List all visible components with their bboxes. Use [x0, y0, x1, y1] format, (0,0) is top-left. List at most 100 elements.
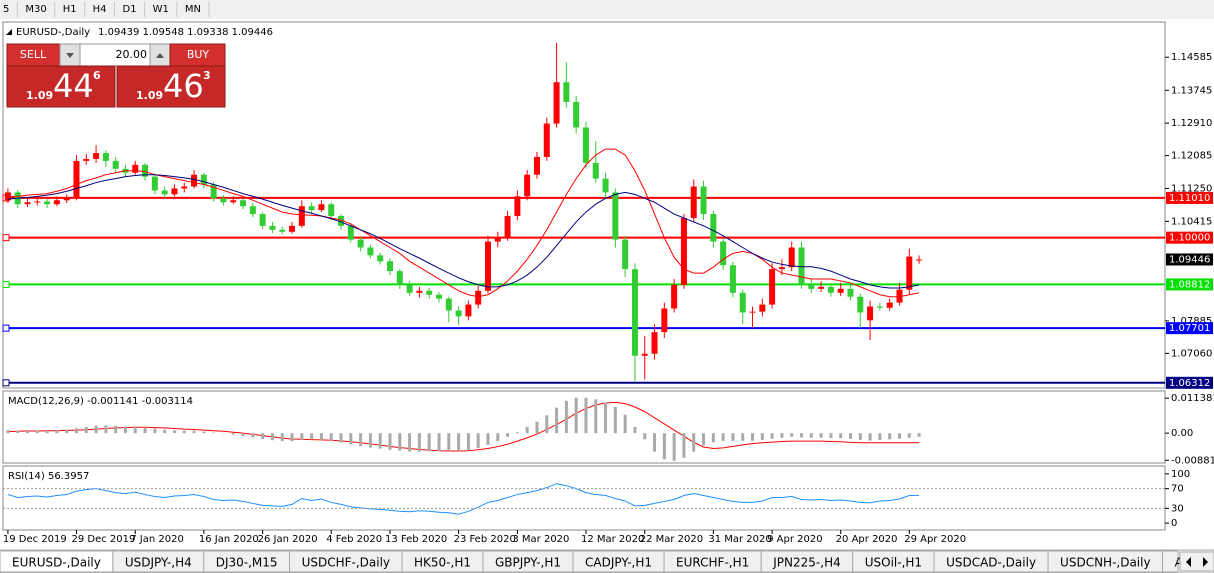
candle-body	[876, 306, 883, 308]
x-tick-label: 23 Feb 2020	[454, 534, 516, 545]
timeframe-button[interactable]: 5	[3, 4, 9, 15]
chart-title: EURUSD-,Daily	[16, 27, 90, 38]
candle-body	[112, 160, 119, 169]
timeframe-button[interactable]: H4	[93, 4, 107, 15]
candle-body	[308, 206, 315, 211]
macd-bar	[466, 433, 470, 451]
level-label: 1.08812	[1169, 279, 1210, 290]
tab-label[interactable]: USDJPY-,H4	[125, 556, 192, 570]
macd-bar	[329, 433, 333, 442]
y-tick-label: 1.10415	[1171, 216, 1212, 227]
y-tick-label: 0.00	[1171, 428, 1193, 439]
macd-bar	[378, 433, 382, 449]
candle-body	[720, 241, 727, 266]
candle-body	[504, 216, 511, 238]
timeframe-button[interactable]: MN	[185, 4, 201, 15]
candle-body	[563, 82, 570, 102]
timeframe-button[interactable]: D1	[123, 4, 137, 15]
candle-body	[426, 290, 433, 295]
x-tick-label: 19 Dec 2019	[3, 534, 67, 545]
macd-bar	[359, 433, 363, 447]
tab-label[interactable]: DJ30-,M15	[216, 556, 278, 570]
tab-label[interactable]: GBPJPY-,H1	[495, 556, 561, 570]
macd-bar	[231, 433, 235, 435]
candle-body	[847, 288, 854, 297]
macd-title: MACD(12,26,9) -0.001141 -0.003114	[8, 396, 193, 407]
buy-big: 46	[163, 67, 204, 105]
y-tick-label: 1.12085	[1171, 151, 1212, 162]
macd-bar	[790, 433, 794, 437]
macd-bar	[878, 433, 882, 440]
candle-body	[641, 353, 648, 356]
tab-scroll[interactable]	[1179, 551, 1214, 572]
timeframe-button[interactable]: H1	[63, 4, 77, 15]
y-tick-label: 0.011381	[1171, 393, 1214, 404]
macd-bar	[427, 433, 431, 452]
macd-bar	[584, 397, 588, 434]
buy-price-box[interactable]	[116, 65, 226, 108]
macd-bar	[780, 433, 784, 438]
buy-label[interactable]: BUY	[187, 48, 210, 61]
candle-body	[573, 101, 580, 128]
candle-body	[210, 184, 217, 199]
candle-body	[240, 200, 247, 207]
candle-body	[367, 247, 374, 256]
candle-body	[729, 265, 736, 293]
tab-label[interactable]: EURUSD-,Daily	[12, 556, 101, 570]
macd-bar	[486, 433, 490, 445]
tab-label[interactable]: USDCNH-,Daily	[1060, 556, 1151, 570]
tab-label[interactable]: JPN225-,H4	[772, 556, 840, 570]
macd-bar	[692, 433, 696, 452]
macd-bar	[172, 430, 176, 434]
macd-bar	[741, 433, 745, 441]
macd-bar	[555, 407, 559, 434]
candle-body	[631, 269, 638, 356]
tab-label[interactable]: HK50-,H1	[414, 556, 471, 570]
sell-label[interactable]: SELL	[20, 48, 47, 61]
candle-body	[161, 190, 168, 195]
macd-bar	[84, 427, 88, 434]
macd-bar	[897, 433, 901, 439]
macd-bar	[349, 433, 353, 445]
candle-body	[827, 286, 834, 293]
tab-label[interactable]: EURCHF-,H1	[676, 556, 749, 570]
y-tick-label: 1.13745	[1171, 85, 1212, 96]
macd-bar	[398, 433, 402, 451]
tab-label[interactable]: USDCAD-,Daily	[946, 556, 1036, 570]
macd-bar	[594, 399, 598, 434]
level-label: 1.10000	[1169, 233, 1210, 244]
candle-body	[191, 174, 198, 187]
timeframe-button[interactable]: W1	[153, 4, 169, 15]
macd-bar	[241, 433, 245, 436]
macd-bar	[45, 430, 49, 434]
level-label: 1.07701	[1169, 323, 1210, 334]
macd-bar	[535, 421, 539, 434]
level-label: 1.11010	[1169, 193, 1210, 204]
lot-value[interactable]: 20.00	[116, 48, 148, 61]
tab[interactable]	[1162, 550, 1179, 573]
macd-bar	[368, 433, 372, 448]
candle-body	[181, 186, 188, 189]
sell-price-box[interactable]	[6, 65, 116, 108]
candle-body	[837, 288, 844, 293]
macd-bar	[417, 433, 421, 452]
candle-body	[906, 256, 913, 290]
candle-body	[34, 201, 41, 203]
tab-label[interactable]: USDCHF-,Daily	[302, 556, 390, 570]
level-label-bg	[1166, 322, 1213, 335]
tab-label[interactable]: CADJPY-,H1	[585, 556, 652, 570]
timeframe-button[interactable]: M30	[25, 4, 46, 15]
candle-body	[475, 290, 482, 305]
candle-body	[416, 290, 423, 293]
candle-body	[867, 306, 874, 321]
macd-bar	[310, 433, 314, 440]
candle-body	[220, 198, 227, 203]
macd-bar	[858, 433, 862, 440]
macd-bar	[16, 430, 20, 434]
scroll-left-icon	[1186, 557, 1191, 567]
collapse-icon[interactable]	[6, 29, 12, 35]
candle-body	[661, 308, 668, 333]
macd-bar	[300, 433, 304, 440]
level-handle	[2, 324, 10, 332]
tab-label[interactable]: USOil-,H1	[865, 556, 922, 570]
